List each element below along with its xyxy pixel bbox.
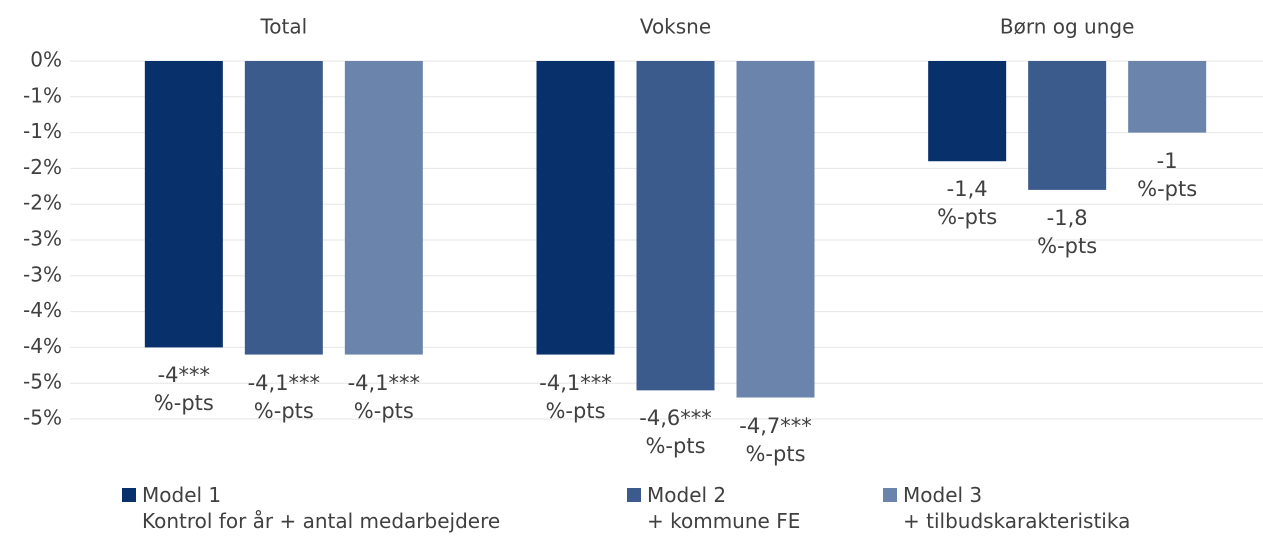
bar <box>1128 61 1207 133</box>
y-tick-label: -5% <box>23 406 62 430</box>
value-label: -1,8 %-pts <box>1037 205 1098 258</box>
legend-swatch <box>122 488 136 502</box>
value-label: -4,1*** %-pts <box>539 370 612 423</box>
category-label: Børn og unge <box>1000 15 1135 39</box>
bar <box>736 61 815 398</box>
value-label: -4,6*** %-pts <box>639 406 712 459</box>
bar <box>344 61 423 355</box>
bar <box>144 61 223 348</box>
value-label: -4,1*** %-pts <box>247 370 321 423</box>
legend-label: Model 2 + kommune FE <box>647 483 801 533</box>
legend-label: Model 1 Kontrol for år + antal medarbejd… <box>142 483 501 533</box>
value-label: -4*** %-pts <box>153 363 214 416</box>
y-tick-label: -2% <box>23 155 62 179</box>
value-label: -1,4 %-pts <box>937 177 998 230</box>
y-tick-label: -4% <box>23 334 62 358</box>
bar <box>536 61 615 355</box>
bar <box>928 61 1007 162</box>
value-label: -4,7*** %-pts <box>739 413 812 466</box>
bar <box>636 61 715 391</box>
y-tick-label: -3% <box>23 262 62 286</box>
legend-swatch <box>883 488 897 502</box>
bar <box>244 61 323 355</box>
y-tick-label: -1% <box>23 83 62 107</box>
legend-swatch <box>627 488 641 502</box>
category-label: Voksne <box>640 15 711 39</box>
value-label: -1 %-pts <box>1137 148 1198 201</box>
y-tick-label: -5% <box>23 370 62 394</box>
value-label: -4,1*** %-pts <box>347 370 421 423</box>
y-tick-label: -3% <box>23 227 62 251</box>
category-label: Total <box>259 15 307 39</box>
y-tick-label: -4% <box>23 298 62 322</box>
y-tick-label: -2% <box>23 191 62 215</box>
legend-label: Model 3 + tilbudskarakteristika <box>903 483 1131 533</box>
y-tick-label: 0% <box>30 48 62 72</box>
bar <box>1028 61 1107 190</box>
y-tick-label: -1% <box>23 119 62 143</box>
